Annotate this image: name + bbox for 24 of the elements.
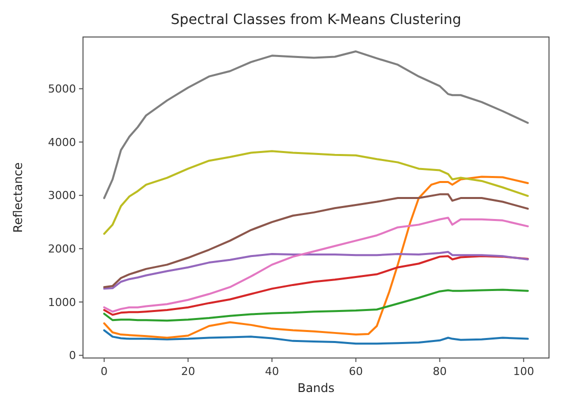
x-tick-label: 60 xyxy=(348,365,363,378)
chart-title: Spectral Classes from K-Means Clustering xyxy=(170,12,462,28)
line-series xyxy=(103,150,529,235)
line-series xyxy=(103,255,529,316)
y-tick-label: 3000 xyxy=(48,189,76,202)
line-series xyxy=(103,50,529,200)
y-tick-label: 2000 xyxy=(48,242,76,256)
line-series xyxy=(103,329,529,345)
line-series xyxy=(103,250,529,290)
x-axis-title: Bands xyxy=(297,381,335,395)
line-series xyxy=(103,193,529,288)
y-tick-label: 5000 xyxy=(48,82,76,96)
line-series xyxy=(103,288,529,322)
y-tick-label: 4000 xyxy=(48,136,76,149)
x-tick-label: 0 xyxy=(100,365,108,378)
y-tick-label: 0 xyxy=(69,349,76,362)
line-series xyxy=(103,216,529,313)
x-tick-label: 80 xyxy=(432,365,447,378)
y-axis-title: Reflectance xyxy=(11,162,25,233)
x-tick-label: 100 xyxy=(513,365,534,378)
x-tick-label: 20 xyxy=(181,365,196,378)
line-series xyxy=(103,176,529,339)
y-tick-label: 1000 xyxy=(48,296,76,309)
x-tick-label: 40 xyxy=(264,365,279,378)
